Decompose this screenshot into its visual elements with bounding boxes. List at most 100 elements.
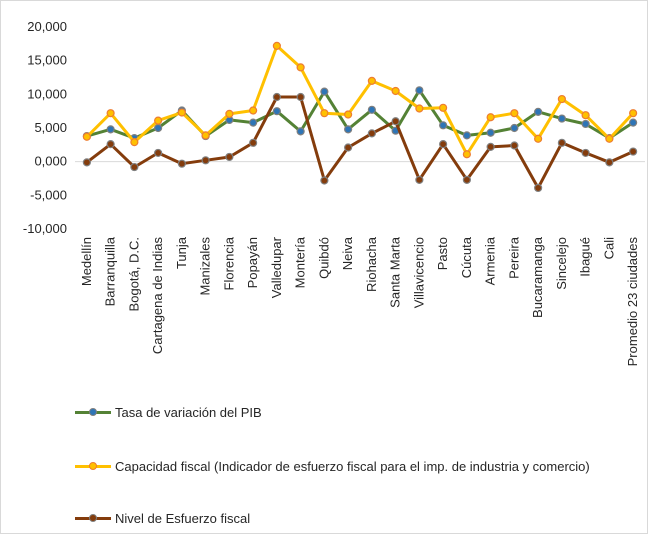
data-point [225, 152, 234, 162]
data-point [534, 183, 543, 193]
x-tick-label: Cúcuta [459, 236, 474, 278]
x-tick-label: Cali [601, 237, 616, 260]
data-point [272, 41, 281, 50]
x-tick-label: Tunja [174, 236, 189, 269]
data-point [106, 140, 115, 149]
x-tick-label: Armenia [483, 236, 498, 285]
data-point [249, 138, 258, 147]
x-tick-label: Florencia [221, 236, 236, 290]
data-point [249, 118, 258, 127]
data-point [201, 131, 210, 140]
x-tick-label: Sincelejo [554, 237, 569, 290]
y-tick-label: 15,000 [27, 53, 67, 68]
data-point [486, 113, 495, 122]
legend-label-capacidad: Capacidad fiscal (Indicador de esfuerzo … [115, 459, 590, 474]
data-point [296, 127, 305, 136]
legend-item-esfuerzo: Nivel de Esfuerzo fiscal [75, 509, 250, 528]
data-point [391, 86, 400, 96]
data-point [177, 108, 186, 117]
data-point [486, 128, 495, 137]
x-tick-label: Ibagué [578, 237, 593, 277]
data-point [272, 92, 281, 102]
x-tick-label: Cartagena de Indias [150, 237, 165, 355]
x-tick-label: Bogotá, D.C. [126, 237, 141, 311]
data-point [557, 114, 566, 123]
data-point [581, 111, 590, 120]
data-point [154, 148, 163, 158]
data-point [296, 63, 305, 72]
data-point [439, 140, 448, 149]
data-point [367, 129, 376, 138]
data-point [415, 104, 424, 113]
x-tick-label: Popayán [245, 237, 260, 288]
x-tick-label: Promedio 23 ciudades [625, 237, 640, 367]
data-point [510, 123, 519, 133]
y-tick-label: 20,000 [27, 19, 67, 34]
data-point [557, 138, 566, 147]
data-point [415, 175, 424, 184]
x-tick-label: Neiva [340, 236, 355, 270]
x-tick-label: Pasto [435, 237, 450, 270]
data-point [130, 162, 139, 172]
legend-swatch-esfuerzo [75, 509, 111, 527]
legend-label-pib: Tasa de variación del PIB [115, 405, 262, 420]
data-point [629, 147, 638, 156]
legend-swatch-pib [75, 403, 111, 421]
data-point [82, 158, 91, 167]
x-tick-label: Pereira [506, 236, 521, 279]
data-point [391, 117, 400, 126]
data-point [225, 109, 234, 118]
x-tick-label: Valledupar [269, 236, 284, 298]
data-point [439, 121, 448, 130]
x-tick-label: Villavicencio [411, 237, 426, 308]
data-point [629, 118, 638, 127]
x-tick-label: Manizales [198, 237, 213, 296]
x-tick-label: Santa Marta [388, 236, 403, 308]
data-point [177, 159, 186, 168]
y-tick-label: -5,000 [30, 187, 67, 202]
data-point [605, 134, 614, 143]
series-line-1 [85, 44, 635, 156]
data-point [320, 176, 329, 185]
data-point [320, 109, 329, 118]
y-tick-label: 10,000 [27, 86, 67, 101]
data-point [344, 110, 353, 119]
data-point [534, 107, 543, 116]
data-point [367, 76, 376, 85]
x-tick-label: Montería [293, 236, 308, 288]
data-point [154, 123, 163, 133]
legend-item-pib: Tasa de variación del PIB [75, 403, 262, 422]
y-tick-label: 0,000 [34, 154, 67, 169]
data-point [510, 141, 519, 150]
series-line-2 [85, 95, 635, 190]
data-point [296, 92, 305, 102]
data-point [629, 109, 638, 118]
data-point [581, 148, 590, 158]
data-point [82, 132, 91, 141]
data-point [344, 125, 353, 134]
data-point [462, 131, 471, 140]
data-point [439, 103, 448, 112]
data-point [249, 106, 258, 115]
data-point [557, 94, 566, 104]
data-point [130, 138, 139, 147]
data-point [154, 116, 163, 125]
legend-item-capacidad: Capacidad fiscal (Indicador de esfuerzo … [75, 457, 590, 476]
x-tick-label: Bucaramanga [530, 236, 545, 318]
data-point [462, 150, 471, 159]
data-point [605, 158, 614, 167]
data-point [415, 86, 424, 95]
data-point [486, 142, 495, 151]
x-tick-label: Barranquilla [103, 236, 118, 306]
data-point [272, 107, 281, 116]
data-point [367, 105, 376, 114]
data-point [106, 125, 115, 134]
legend-swatch-capacidad [75, 457, 111, 475]
data-point [344, 143, 353, 152]
x-tick-label: Quibdó [316, 237, 331, 279]
y-tick-label: 5,000 [34, 120, 67, 135]
x-tick-label: Riohacha [364, 236, 379, 292]
data-point [320, 87, 329, 96]
